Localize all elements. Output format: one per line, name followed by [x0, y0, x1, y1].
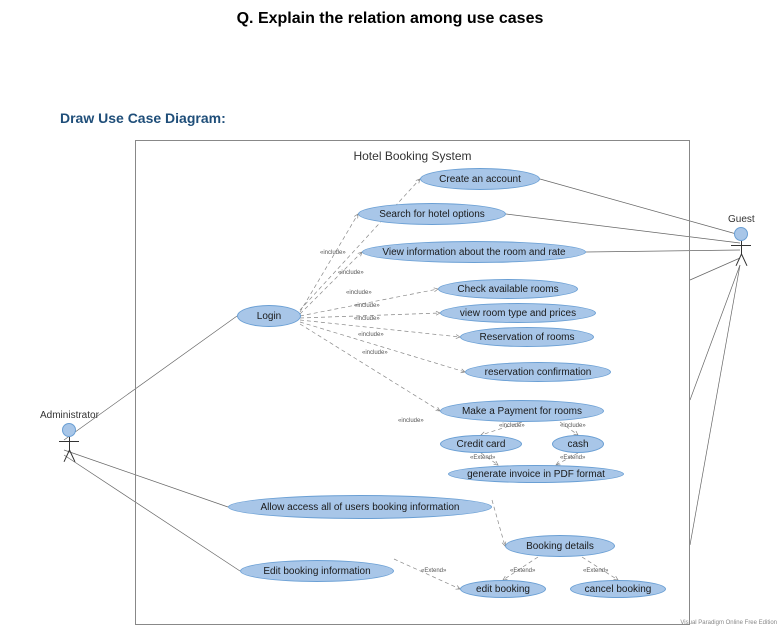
usecase-allow_access: Allow access all of users booking inform… [228, 495, 492, 519]
usecase-credit: Credit card [440, 435, 522, 453]
relationship-label: «include» [320, 250, 346, 256]
usecase-view_info: View information about the room and rate [362, 241, 586, 263]
relationship-label: «Extend» [470, 455, 495, 461]
usecase-edit_booking: edit booking [460, 580, 546, 598]
usecase-reserve: Reservation of rooms [460, 327, 594, 347]
watermark: Visual Paradigm Online Free Edition [680, 620, 777, 626]
actor-icon [57, 423, 81, 463]
relationship-label: «Extend» [583, 568, 608, 574]
question-title: Q. Explain the relation among use cases [0, 10, 780, 28]
actor-icon [729, 227, 753, 267]
relationship-label: «include» [358, 332, 384, 338]
relationship-label: «include» [362, 350, 388, 356]
actor-label: Administrator [40, 410, 99, 421]
usecase-edit_info: Edit booking information [240, 560, 394, 582]
usecase-cash: cash [552, 435, 604, 453]
relationship-label: «Extend» [421, 568, 446, 574]
relationship-label: «include» [354, 316, 380, 322]
usecase-payment: Make a Payment for rooms [440, 400, 604, 422]
usecase-login: Login [237, 305, 301, 327]
relationship-label: «include» [560, 423, 586, 429]
relationship-label: «include» [398, 418, 424, 424]
usecase-cancel_booking: cancel booking [570, 580, 666, 598]
usecase-confirm: reservation confirmation [465, 362, 611, 382]
usecase-invoice: generate invoice in PDF format [448, 465, 624, 483]
relationship-label: «include» [499, 423, 525, 429]
usecase-check_rooms: Check available rooms [438, 279, 578, 299]
relationship-label: «include» [354, 303, 380, 309]
relationship-label: «include» [338, 270, 364, 276]
section-title: Draw Use Case Diagram: [60, 110, 226, 126]
usecase-search_hotel: Search for hotel options [358, 203, 506, 225]
relationship-label: «Extend» [510, 568, 535, 574]
usecase-booking_details: Booking details [505, 535, 615, 557]
actor-label: Guest [728, 214, 755, 225]
usecase-create_account: Create an account [420, 168, 540, 190]
system-title: Hotel Booking System [136, 149, 689, 163]
actor-administrator: Administrator [40, 410, 99, 463]
relationship-label: «Extend» [560, 455, 585, 461]
actor-guest: Guest [728, 214, 755, 267]
usecase-view_type: view room type and prices [440, 303, 596, 323]
relationship-label: «include» [346, 290, 372, 296]
